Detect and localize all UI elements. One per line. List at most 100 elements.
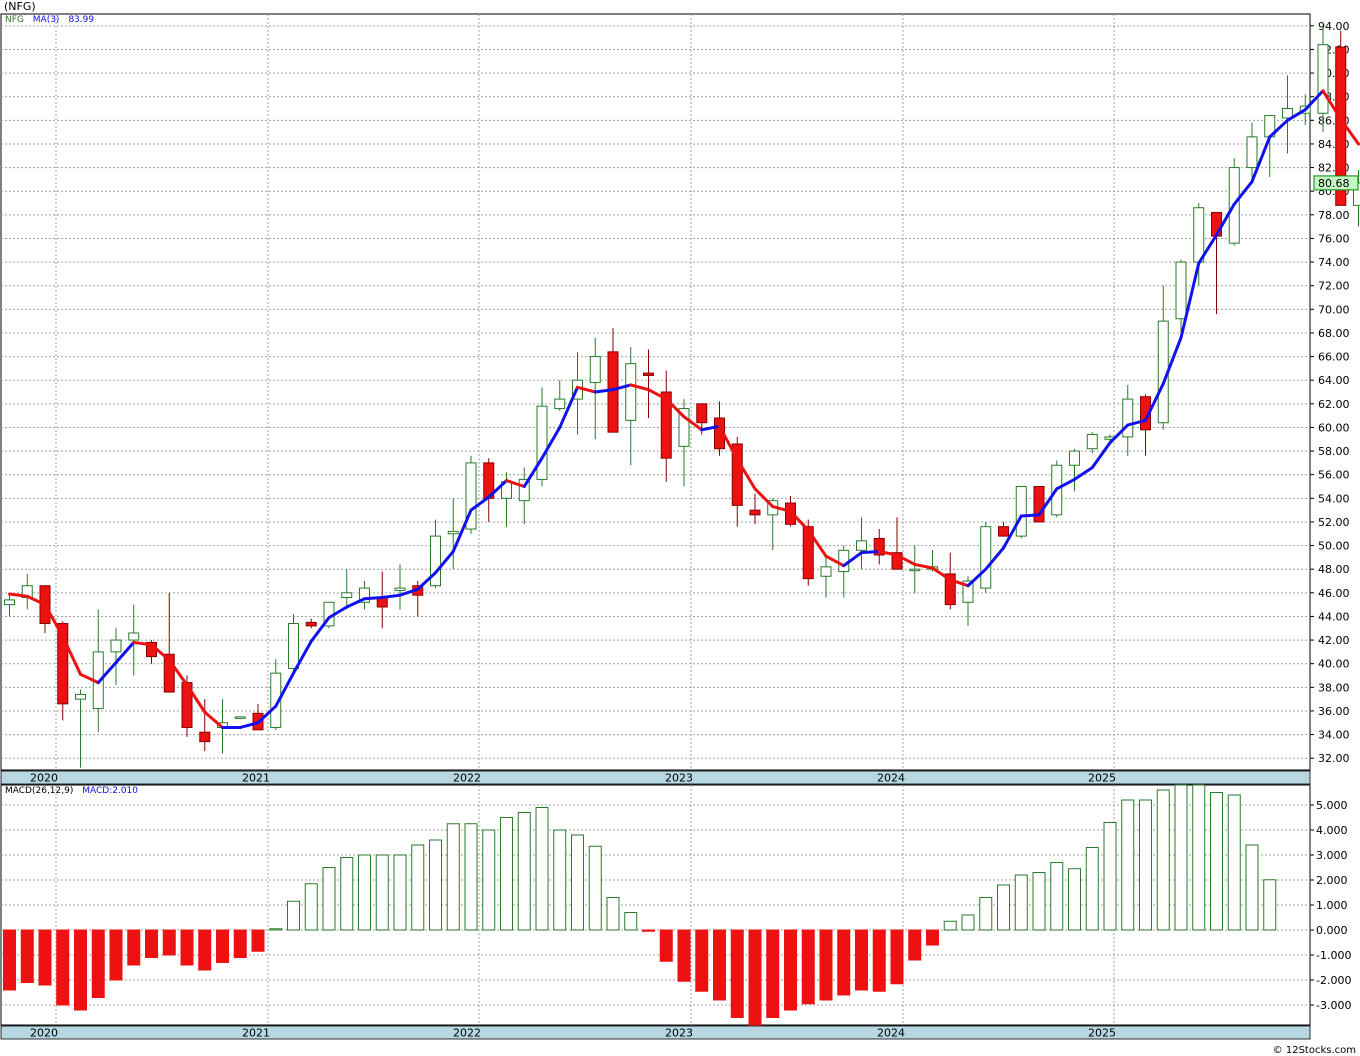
ma-segment	[1126, 418, 1147, 427]
macd-bar	[801, 929, 815, 1005]
candle-body	[1246, 136, 1258, 169]
macd-tick-label: -1.000	[1316, 949, 1351, 962]
candle-body	[1175, 261, 1187, 320]
ma-segment	[1144, 382, 1165, 422]
ma-segment	[1073, 466, 1094, 481]
candle-body	[731, 443, 743, 506]
chart-title: (NFG)	[4, 0, 36, 13]
macd-bar	[1263, 879, 1277, 931]
candle-body	[980, 526, 992, 589]
x-tick-label: 2020	[30, 1027, 58, 1040]
price-tick-label: 42.00	[1318, 634, 1350, 647]
macd-bar	[322, 867, 336, 931]
ma-segment	[664, 397, 686, 419]
ma-segment	[611, 383, 633, 392]
macd-bar	[926, 929, 939, 946]
candle-body	[465, 462, 477, 530]
price-tick-label: 94.00	[1318, 20, 1350, 33]
candle-body	[305, 621, 317, 627]
ma-segment	[416, 571, 437, 591]
ma-segment	[629, 383, 650, 392]
candle-body	[394, 587, 406, 591]
macd-bar	[1121, 799, 1135, 931]
x-tick-label: 2025	[1088, 772, 1116, 785]
macd-bar	[1014, 874, 1028, 931]
price-tick-label: 62.00	[1318, 398, 1350, 411]
candle-body	[1282, 108, 1293, 119]
ma-segment	[43, 603, 65, 639]
candle-body	[430, 535, 441, 587]
ma-segment	[931, 566, 952, 582]
macd-bar	[393, 854, 407, 931]
ma-segment	[806, 528, 828, 558]
candle-body	[998, 526, 1009, 537]
macd-bar	[1139, 799, 1152, 931]
ma-segment	[363, 596, 384, 601]
legend-macd-value: MACD:2.010	[82, 786, 139, 796]
candle-body	[163, 653, 175, 693]
candle-body	[554, 398, 566, 410]
ma-segment	[593, 388, 615, 394]
macd-panel: -3.000 -2.000 -1.000 0.000 1.000 2.000 3.000 4.…	[0, 784, 1351, 1040]
ma-segment	[8, 592, 29, 598]
macd-bar	[251, 929, 265, 952]
macd-bar	[500, 817, 513, 931]
candle-body	[536, 405, 548, 480]
macd-bar	[287, 900, 300, 931]
candle-body	[270, 672, 282, 728]
candle-body	[1015, 486, 1027, 537]
candle-body	[1086, 434, 1098, 450]
price-tick-label: 74.00	[1318, 256, 1350, 269]
macd-bar	[1192, 784, 1206, 931]
macd-bar	[553, 829, 567, 931]
ma-segment	[522, 456, 544, 488]
candle-body	[589, 356, 601, 384]
ma-segment	[984, 546, 1005, 571]
macd-bar	[446, 823, 460, 931]
macd-bar	[1245, 844, 1259, 931]
candle-body	[962, 580, 974, 603]
ma-segment	[25, 594, 47, 607]
candle-body	[75, 693, 86, 700]
macd-bar	[180, 929, 194, 966]
ma-segment	[1197, 233, 1218, 265]
candle-body	[873, 537, 885, 556]
macd-bar	[855, 929, 868, 991]
macd-bar	[464, 823, 478, 931]
price-tick-label: 66.00	[1318, 351, 1350, 364]
ma-segment	[1286, 108, 1307, 122]
candle-body	[696, 403, 708, 424]
ma-segment	[1019, 513, 1041, 518]
x-tick-label: 2020	[30, 772, 58, 785]
candle-body	[660, 391, 672, 459]
macd-tick-label: 5.000	[1316, 799, 1348, 812]
macd-tick-label: 1.000	[1316, 899, 1348, 912]
candle-body	[4, 599, 15, 606]
ma-segment	[1108, 423, 1130, 445]
x-tick-label: 2025	[1088, 1027, 1116, 1040]
candle-body	[909, 568, 921, 572]
macd-legend: MACD(26,12,9) MACD:2.010	[5, 786, 144, 796]
ma-segment	[682, 415, 704, 432]
price-tick-label: 76.00	[1318, 232, 1350, 245]
ma-segment	[1268, 118, 1289, 139]
ma-segment	[167, 658, 189, 687]
macd-bar	[56, 929, 70, 1006]
x-tick-label: 2023	[665, 772, 693, 785]
price-tick-label: 54.00	[1318, 492, 1350, 505]
ma-segment	[540, 425, 562, 460]
x-tick-label: 2021	[242, 772, 270, 785]
price-tick-label: 50.00	[1318, 540, 1350, 553]
macd-bar	[979, 897, 993, 931]
candle-body	[643, 372, 654, 376]
candle-body	[110, 639, 122, 653]
ma-segment	[576, 385, 597, 394]
ma-segment	[1250, 135, 1272, 184]
candle-body	[128, 632, 140, 641]
macd-bar	[535, 807, 549, 931]
candle-body	[57, 623, 69, 705]
candle-body	[341, 592, 353, 599]
ma-segment	[469, 495, 491, 512]
macd-bar	[1227, 794, 1241, 931]
